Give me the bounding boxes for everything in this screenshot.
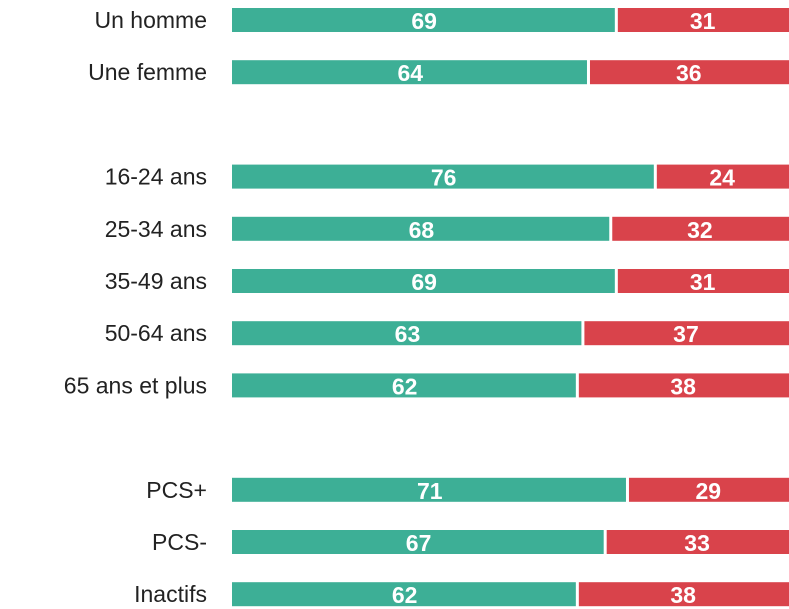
bar-segment bbox=[656, 164, 789, 189]
value-label: 37 bbox=[673, 321, 699, 347]
bar-segment bbox=[628, 477, 789, 502]
value-label: 69 bbox=[411, 8, 437, 34]
category-label: Une femme bbox=[88, 59, 207, 85]
bar-segment bbox=[617, 269, 789, 293]
value-label: 31 bbox=[690, 8, 716, 34]
category-label: Inactifs bbox=[134, 581, 207, 607]
bar-segment bbox=[232, 373, 576, 398]
bar-segment bbox=[232, 582, 576, 607]
category-label: Un homme bbox=[95, 7, 207, 33]
value-label: 68 bbox=[409, 217, 435, 243]
bar-segment bbox=[578, 582, 789, 607]
value-label: 38 bbox=[670, 373, 696, 399]
value-label: 69 bbox=[411, 269, 437, 295]
bar-segment bbox=[232, 216, 610, 241]
value-label: 63 bbox=[395, 321, 421, 347]
value-label: 31 bbox=[690, 269, 716, 295]
value-label: 71 bbox=[417, 478, 443, 504]
bar-segment bbox=[232, 530, 604, 554]
bar-segment bbox=[606, 530, 789, 554]
value-label: 32 bbox=[687, 217, 713, 243]
value-label: 36 bbox=[676, 60, 702, 86]
category-label: PCS- bbox=[152, 529, 207, 555]
value-label: 29 bbox=[695, 478, 721, 504]
bar-segment bbox=[589, 60, 789, 85]
bar-segment bbox=[612, 216, 789, 241]
category-label: 35-49 ans bbox=[105, 268, 207, 294]
bar-segment bbox=[232, 269, 615, 293]
value-label: 62 bbox=[392, 373, 418, 399]
value-label: 38 bbox=[670, 582, 696, 608]
value-label: 33 bbox=[684, 530, 710, 556]
category-label: 25-34 ans bbox=[105, 216, 207, 242]
category-label: 16-24 ans bbox=[105, 164, 207, 190]
value-label: 62 bbox=[392, 582, 418, 608]
category-label: 65 ans et plus bbox=[64, 372, 207, 398]
bar-segment bbox=[584, 321, 789, 346]
bar-segment bbox=[232, 321, 582, 346]
bar-segment bbox=[232, 477, 626, 502]
bar-segment bbox=[578, 373, 789, 398]
category-label: PCS+ bbox=[146, 477, 207, 503]
bar-segment bbox=[617, 8, 789, 32]
value-label: 24 bbox=[709, 165, 735, 191]
bar-segment bbox=[232, 8, 615, 32]
value-label: 76 bbox=[431, 165, 457, 191]
value-label: 67 bbox=[406, 530, 432, 556]
bar-segment bbox=[232, 164, 654, 189]
bar-segment bbox=[232, 60, 587, 85]
value-label: 64 bbox=[397, 60, 423, 86]
category-label: 50-64 ans bbox=[105, 320, 207, 346]
